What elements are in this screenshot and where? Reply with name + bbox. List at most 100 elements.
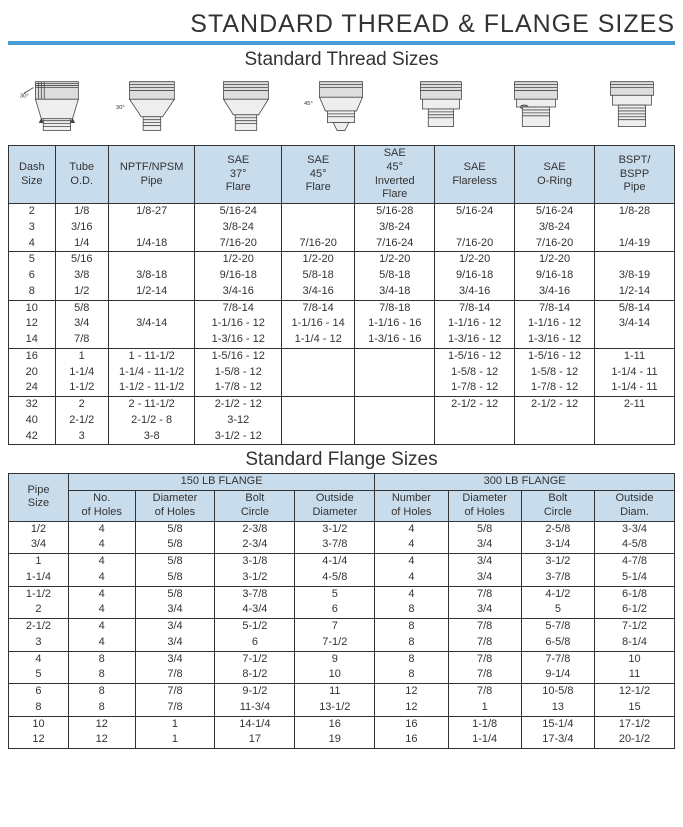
svg-text:45°: 45° bbox=[304, 101, 313, 107]
table-cell: 5/8 bbox=[135, 554, 215, 570]
table-cell: 8 bbox=[375, 602, 448, 618]
table-cell: 1-5/16 - 12 bbox=[435, 348, 515, 364]
table-cell: 5 bbox=[295, 586, 375, 602]
table-cell: 4-1/4 bbox=[295, 554, 375, 570]
table-cell: 40 bbox=[9, 413, 56, 429]
table-cell: 5-7/8 bbox=[521, 619, 594, 635]
table-cell: 4-5/8 bbox=[595, 537, 675, 553]
table-cell: 3/4 bbox=[135, 635, 215, 651]
table-cell: 7/8 bbox=[448, 635, 521, 651]
table-cell: 9-1/2 bbox=[215, 684, 295, 700]
table-cell: 1-3/16 - 12 bbox=[195, 332, 282, 348]
thread-diagram-4: 45° bbox=[302, 77, 380, 139]
table-cell bbox=[355, 429, 435, 445]
table-cell: 6 bbox=[9, 684, 69, 700]
svg-text:30°: 30° bbox=[116, 105, 125, 111]
table-cell bbox=[282, 397, 355, 413]
table-cell: 7-1/2 bbox=[295, 635, 375, 651]
table-cell: 1-5/16 - 12 bbox=[195, 348, 282, 364]
table-cell: 4 bbox=[375, 570, 448, 586]
table-cell: 3/4-16 bbox=[195, 284, 282, 300]
table-cell: 1-1/16 - 12 bbox=[435, 316, 515, 332]
table-cell bbox=[108, 332, 195, 348]
table-cell: 2-1/2 bbox=[9, 619, 69, 635]
table-cell bbox=[282, 220, 355, 236]
table-cell bbox=[282, 348, 355, 364]
table-cell bbox=[595, 220, 675, 236]
table-cell: 14-1/4 bbox=[215, 716, 295, 732]
table-cell: 7-1/2 bbox=[595, 619, 675, 635]
table-cell: 8-1/4 bbox=[595, 635, 675, 651]
table-cell: 16 bbox=[9, 348, 56, 364]
table-cell: 4 bbox=[68, 521, 135, 537]
table-cell bbox=[515, 429, 595, 445]
table-cell: 13 bbox=[521, 700, 594, 716]
table-cell: 6-5/8 bbox=[521, 635, 594, 651]
table-row: 63/83/8-189/16-185/8-185/8-189/16-189/16… bbox=[9, 268, 675, 284]
table-cell: 7/8 bbox=[448, 619, 521, 635]
table-cell: 1 bbox=[135, 716, 215, 732]
table-row: 587/88-1/21087/89-1/411 bbox=[9, 667, 675, 683]
table-cell: 5/8 bbox=[55, 300, 108, 316]
table-cell: 1-1/2 - 11-1/2 bbox=[108, 380, 195, 396]
table-cell: 1-1/2 bbox=[9, 586, 69, 602]
table-cell: 20-1/2 bbox=[595, 732, 675, 748]
table-cell: 9/16-18 bbox=[435, 268, 515, 284]
table-cell: 9 bbox=[295, 651, 375, 667]
table-cell: 3/4 bbox=[448, 554, 521, 570]
thread-sizes-table: DashSizeTubeO.D.NPTF/NPSMPipeSAE37°Flare… bbox=[8, 145, 675, 445]
flange-col-header: PipeSize bbox=[9, 474, 69, 521]
table-cell: 10 bbox=[595, 651, 675, 667]
table-cell: 5/8-18 bbox=[282, 268, 355, 284]
table-cell: 7/8 bbox=[448, 586, 521, 602]
flange-sizes-table: PipeSize150 LB FLANGE300 LB FLANGENo.of … bbox=[8, 473, 675, 749]
table-cell bbox=[108, 252, 195, 268]
table-cell: 7/8 bbox=[55, 332, 108, 348]
table-cell: 3-3/4 bbox=[595, 521, 675, 537]
table-cell: 4 bbox=[68, 586, 135, 602]
table-cell: 4 bbox=[68, 619, 135, 635]
table-cell: 16 bbox=[295, 716, 375, 732]
table-cell: 1/2-20 bbox=[355, 252, 435, 268]
thread-diagrams-row: 30° 30° 45° bbox=[8, 73, 675, 145]
table-cell: 1-1/16 - 16 bbox=[355, 316, 435, 332]
table-cell: 7/8 bbox=[135, 684, 215, 700]
table-cell bbox=[108, 300, 195, 316]
table-cell bbox=[282, 413, 355, 429]
table-cell: 3/4 bbox=[448, 570, 521, 586]
table-cell: 14 bbox=[9, 332, 56, 348]
table-cell: 5/8 bbox=[135, 521, 215, 537]
table-cell: 1-1/16 - 14 bbox=[282, 316, 355, 332]
thread-col-header: TubeO.D. bbox=[55, 146, 108, 204]
flange-sub-header: OutsideDiam. bbox=[595, 491, 675, 522]
table-cell: 8-1/2 bbox=[215, 667, 295, 683]
table-cell: 7/8 bbox=[448, 651, 521, 667]
table-cell: 20 bbox=[9, 365, 56, 381]
table-cell: 3-1/2 bbox=[295, 521, 375, 537]
table-cell: 1-11 bbox=[595, 348, 675, 364]
table-cell: 4-7/8 bbox=[595, 554, 675, 570]
table-cell: 11 bbox=[295, 684, 375, 700]
table-cell: 2-1/2 - 8 bbox=[108, 413, 195, 429]
table-cell: 4-1/2 bbox=[521, 586, 594, 602]
table-cell: 8 bbox=[375, 667, 448, 683]
table-cell: 1 bbox=[448, 700, 521, 716]
table-cell: 5 bbox=[9, 252, 56, 268]
table-cell: 5/8 bbox=[135, 586, 215, 602]
flange-sub-header: Numberof Holes bbox=[375, 491, 448, 522]
table-cell: 3 bbox=[9, 635, 69, 651]
table-cell: 4-5/8 bbox=[295, 570, 375, 586]
table-row: 402-1/22-1/2 - 83-12 bbox=[9, 413, 675, 429]
thread-diagram-6 bbox=[495, 77, 573, 139]
table-cell: 1-1/4 - 12 bbox=[282, 332, 355, 348]
table-cell: 10 bbox=[295, 667, 375, 683]
table-cell: 24 bbox=[9, 380, 56, 396]
table-cell bbox=[282, 380, 355, 396]
table-cell: 3-8 bbox=[108, 429, 195, 445]
table-cell: 6 bbox=[215, 635, 295, 651]
table-cell: 1/2-20 bbox=[195, 252, 282, 268]
table-cell: 3/4-14 bbox=[108, 316, 195, 332]
table-cell: 17-1/2 bbox=[595, 716, 675, 732]
table-cell: 3/4 bbox=[55, 316, 108, 332]
table-cell: 1/2-20 bbox=[435, 252, 515, 268]
